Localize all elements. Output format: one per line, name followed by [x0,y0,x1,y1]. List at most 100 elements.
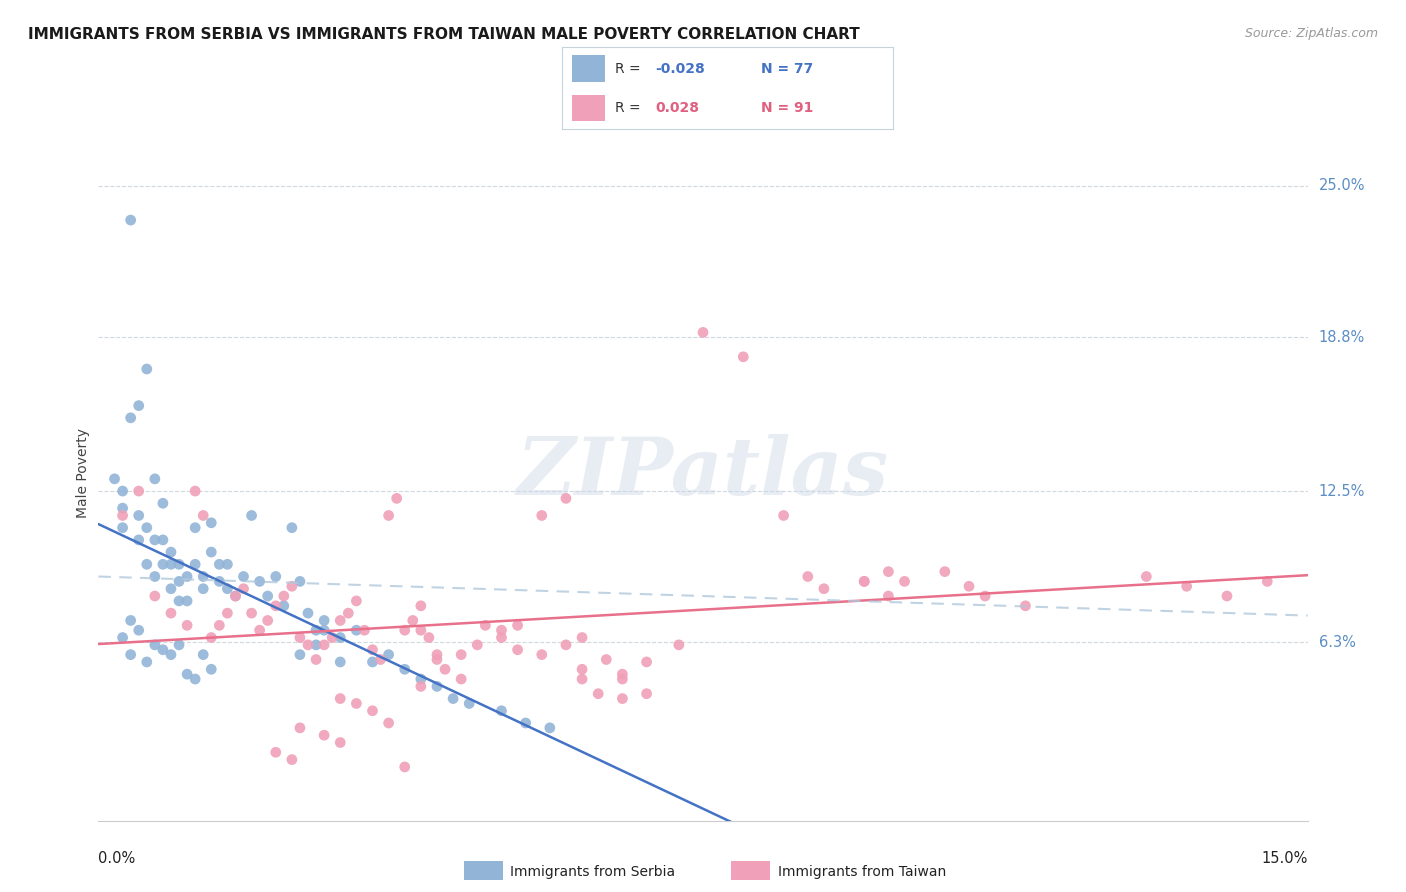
Point [208,558,231,572]
Point [555,491,578,506]
Point [273,589,295,603]
Point [491,631,513,645]
Point [314,614,336,628]
Point [128,533,150,547]
Point [813,582,835,596]
Point [893,574,915,589]
Y-axis label: Male Poverty: Male Poverty [76,428,90,517]
Point [167,638,190,652]
Text: N = 91: N = 91 [761,101,813,115]
Point [111,501,134,516]
Point [208,618,231,632]
Point [1216,589,1239,603]
Point [636,687,658,701]
Point [418,631,440,645]
Point [193,508,215,523]
Point [329,614,352,628]
Point [530,648,553,662]
Point [128,399,150,413]
Point [1175,579,1198,593]
Point [957,579,980,593]
Point [361,704,384,718]
Point [297,638,319,652]
Point [450,648,472,662]
Point [143,533,166,547]
Point [152,496,174,510]
Point [305,652,328,666]
Point [402,614,425,628]
Point [491,704,513,718]
Point [426,652,449,666]
Point [103,472,125,486]
Point [377,716,399,731]
Point [288,648,311,662]
Point [200,545,222,559]
Point [184,521,207,535]
Point [668,638,690,652]
Point [571,662,593,676]
Point [426,648,449,662]
Point [135,655,157,669]
Point [288,574,311,589]
Point [538,721,561,735]
Point [586,687,609,701]
Point [506,642,529,657]
Point [772,508,794,523]
Point [135,558,157,572]
Text: R =: R = [616,62,645,76]
Text: 15.0%: 15.0% [1261,851,1308,866]
Text: R =: R = [616,101,650,115]
Text: 18.8%: 18.8% [1319,330,1365,345]
Point [217,606,239,620]
Point [434,662,457,676]
Point [128,484,150,499]
Text: 25.0%: 25.0% [1319,178,1365,194]
Point [491,624,513,638]
Point [571,672,593,686]
Point [176,618,198,632]
Point [450,672,472,686]
Point [344,624,367,638]
Point [152,533,174,547]
Text: ZIPatlas: ZIPatlas [517,434,889,511]
Point [530,508,553,523]
Point [160,606,183,620]
Point [797,569,820,583]
Point [143,472,166,486]
Point [329,631,352,645]
Point [329,655,352,669]
Text: 0.028: 0.028 [655,101,699,115]
Point [555,638,578,652]
Point [120,614,142,628]
Point [193,582,215,596]
Point [1135,569,1157,583]
Point [111,631,134,645]
Point [176,667,198,681]
Point [612,667,634,681]
Point [344,697,367,711]
Point [409,624,432,638]
Text: Immigrants from Serbia: Immigrants from Serbia [510,865,675,880]
Point [135,521,157,535]
Point [934,565,956,579]
Point [458,697,481,711]
Text: -0.028: -0.028 [655,62,704,76]
Point [184,558,207,572]
Bar [572,55,606,82]
Point [377,648,399,662]
Point [176,569,198,583]
Point [232,582,254,596]
Point [184,484,207,499]
Point [344,594,367,608]
Point [329,691,352,706]
Point [143,589,166,603]
Point [167,558,190,572]
Point [385,491,408,506]
Point [353,624,375,638]
Point [217,582,239,596]
Point [733,350,755,364]
Point [329,735,352,749]
Point [314,638,336,652]
Point [853,574,876,589]
Point [160,558,183,572]
